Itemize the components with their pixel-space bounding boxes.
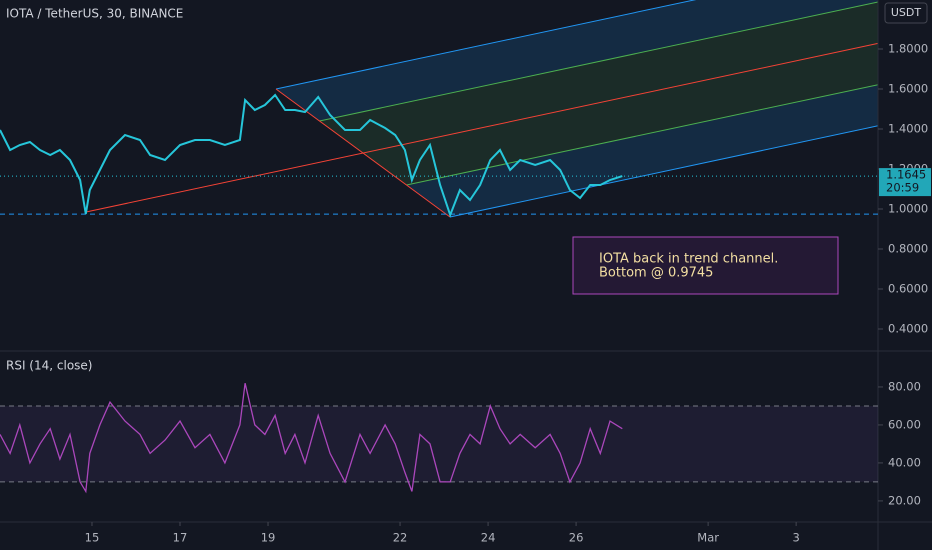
y-tick-label: 60.00 [888,417,921,431]
y-tick-label: 1.4000 [888,122,928,136]
series-line [0,383,623,494]
series-line [0,93,623,218]
annotation-box [572,236,839,295]
rsi-band-fill [0,405,878,482]
currency-label[interactable]: USDT [891,6,922,19]
x-tick-label: 24 [481,531,496,545]
annotation-text: Bottom @ 0.9745 [599,266,713,281]
inner-band-fill [319,2,878,153]
annotation-text: IOTA back in trend channel. [599,252,778,267]
currency-button[interactable] [884,2,928,24]
y-tick-label: 0.4000 [888,322,928,336]
pitchfork [85,0,879,218]
y-tick-label: 1.6000 [888,82,928,96]
fork-line [275,0,697,90]
fork-base [275,88,451,218]
y-tick-label: 20.00 [888,493,921,507]
x-tick-label: 3 [792,531,799,545]
inner-band-fill [363,43,878,186]
y-tick-label: 1.8000 [888,42,928,56]
upper-band-fill [276,0,878,121]
last-price-tag [879,168,931,197]
lower-band-fill [406,84,878,217]
countdown-label: 20:59 [886,181,919,195]
x-tick-label: 26 [569,531,584,545]
fork-line [449,125,879,218]
x-tick-label: 22 [393,531,408,545]
chart-title: IOTA / TetherUS, 30, BINANCE [6,7,183,21]
y-tick-label: 0.6000 [888,282,928,296]
x-tick-label: 15 [85,531,100,545]
x-tick-label: 17 [173,531,188,545]
fork-line [319,1,879,122]
x-tick-label: Mar [697,531,719,545]
y-tick-label: 80.00 [888,379,921,393]
x-tick-label: 19 [261,531,276,545]
y-tick-label: 40.00 [888,455,921,469]
y-tick-label: 1.0000 [888,202,928,216]
median-line [85,42,879,213]
y-tick-label: 0.8000 [888,242,928,256]
fork-line [406,84,879,186]
rsi-title: RSI (14, close) [6,359,92,373]
last-price-label: 1.1645 [886,168,926,182]
